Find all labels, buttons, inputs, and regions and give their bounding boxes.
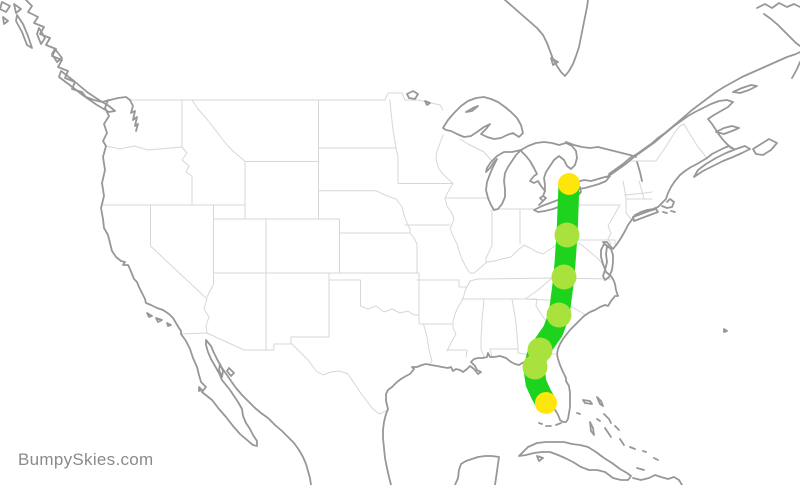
coastline-bc-mainland: [25, 0, 131, 103]
state-border-canada-line: [129, 92, 444, 111]
airport-endpoint-marker[interactable]: [558, 173, 580, 195]
turbulence-waypoint-marker[interactable]: [546, 302, 572, 328]
long-island: [632, 208, 659, 222]
st-lawrence-north-shore: [608, 51, 800, 175]
turbulence-waypoint-marker[interactable]: [522, 354, 548, 380]
channel-islands: [146, 312, 172, 327]
state-borders-midwest: [435, 134, 567, 274]
coastline-baja-mexico: [180, 333, 312, 485]
nova-scotia: [693, 138, 778, 178]
turbulence-waypoint-marker[interactable]: [551, 264, 577, 290]
prince-edward-island: [715, 125, 740, 135]
lake-st-clair-detroit: [538, 190, 547, 206]
anticosti-island: [732, 84, 758, 94]
florida-keys: [538, 422, 562, 427]
coastline-us-west: [100, 99, 182, 335]
state-border-rio-grande: [291, 343, 388, 415]
gulf-of-california-islands: [198, 363, 235, 392]
coastline-gulf-atlantic: [382, 145, 735, 485]
bahamas: [576, 396, 659, 471]
site-watermark: BumpySkies.com: [18, 450, 154, 469]
state-borders-west: [101, 99, 420, 351]
puget-sound: [129, 99, 139, 132]
state-borders-plains: [290, 99, 471, 365]
ottawa-river: [565, 141, 637, 158]
labrador-newfoundland: [756, 2, 800, 79]
state-borders-northeast: [564, 123, 708, 268]
lake-superior: [442, 96, 524, 140]
turbulence-waypoint-marker[interactable]: [554, 222, 580, 248]
cuba: [518, 441, 632, 481]
lake-huron: [520, 141, 578, 192]
vancouver-island: [58, 70, 116, 113]
yucatan: [454, 455, 500, 485]
hispaniola: [632, 474, 683, 485]
bermuda: [723, 328, 728, 333]
lake-champlain: [636, 161, 643, 182]
james-bay: [504, 0, 589, 77]
lake-michigan: [485, 149, 522, 211]
state-borders-layer: [101, 92, 708, 415]
airport-endpoint-marker[interactable]: [535, 392, 557, 414]
flight-route-layer: [522, 173, 580, 414]
state-borders-south: [446, 280, 556, 358]
alaska-panhandle-islands: [0, 1, 63, 63]
state-borders-southeast: [469, 277, 614, 338]
lake-of-the-woods: [406, 90, 431, 106]
cape-cod: [661, 198, 676, 214]
